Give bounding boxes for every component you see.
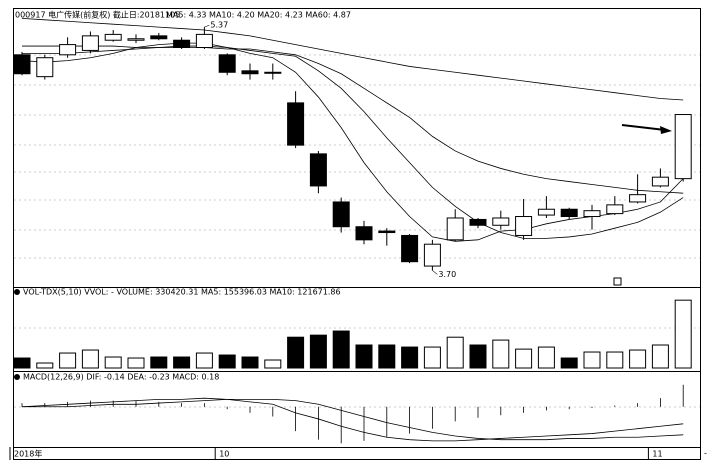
- candle-body: [218, 54, 236, 73]
- price-grid: [14, 54, 700, 408]
- volume-bar: [173, 356, 191, 369]
- volume-bar: [59, 352, 77, 369]
- candle-body: [173, 39, 191, 49]
- candle-body: [583, 210, 601, 218]
- candle-body: [606, 204, 624, 215]
- volume-bar: [309, 334, 327, 369]
- arrow: [621, 124, 672, 134]
- annotation-leader: [204, 24, 210, 28]
- candle-body: [629, 194, 647, 203]
- volume-bar: [446, 336, 464, 369]
- candle-body: [195, 33, 213, 49]
- volume-bar: [264, 359, 282, 369]
- volume-bar: [651, 344, 669, 369]
- candle-body: [401, 234, 419, 263]
- candle-body: [332, 201, 350, 228]
- volume-title: VOL-TDX(5,10) VVOL: - VOLUME: 330420.31 …: [23, 288, 341, 297]
- scroll-mark: -: [704, 449, 707, 458]
- annotation: 5.37: [210, 21, 228, 30]
- annotation-leader: [432, 270, 438, 275]
- candle-body: [309, 153, 327, 187]
- x-tick-label: 10: [219, 450, 229, 459]
- line: [22, 45, 684, 194]
- volume-bar: [674, 299, 692, 369]
- volume-bar: [36, 362, 54, 369]
- candle-body: [355, 226, 373, 241]
- volume-bar: [150, 356, 168, 369]
- volume-bar: [195, 352, 213, 369]
- annotation: 3.70: [438, 270, 456, 279]
- candle-body: [104, 33, 122, 41]
- volume-bar: [241, 356, 259, 369]
- x-tick-label: 11: [652, 450, 662, 459]
- ma-values: MA5: 4.33 MA10: 4.20 MA20: 4.23 MA60: 4.…: [166, 11, 351, 20]
- candle-body: [13, 54, 31, 75]
- volume-bar: [423, 346, 441, 369]
- volume-bar: [515, 348, 533, 369]
- candle-body: [515, 216, 533, 236]
- volume-bar: [492, 339, 510, 369]
- volume-bar: [287, 336, 305, 369]
- icon: [14, 289, 20, 295]
- icon: [613, 277, 622, 286]
- volume-bar: [104, 356, 122, 369]
- frame: [13, 8, 701, 460]
- volume-bar: [355, 344, 373, 369]
- icon: [14, 374, 20, 380]
- macd-title: MACD(12,26,9) DIF: -0.14 DEA: -0.23 MACD…: [23, 373, 219, 382]
- candle-body: [560, 208, 578, 218]
- candle-body: [150, 35, 168, 40]
- volume-bar: [537, 346, 555, 369]
- candle-body: [59, 44, 77, 56]
- volume-bar: [13, 357, 31, 369]
- candle-body: [241, 70, 259, 75]
- line: [21, 17, 684, 101]
- x-tick-label: 2018年: [14, 449, 42, 459]
- candle-body: [264, 71, 282, 74]
- candle-body: [492, 217, 510, 226]
- volume-bar: [401, 346, 419, 369]
- volume-bar: [629, 349, 647, 369]
- candle-body: [287, 102, 305, 146]
- volume-bar: [332, 330, 350, 369]
- chart-title: 000917 电广传媒(前复权) 截止日:20181105: [15, 10, 180, 20]
- volume-bar: [378, 344, 396, 369]
- volume-bar: [583, 351, 601, 369]
- line: [22, 399, 684, 441]
- candle-body: [81, 35, 99, 51]
- candle-body: [446, 217, 464, 241]
- candle-body: [674, 114, 692, 180]
- candle-body: [537, 208, 555, 216]
- candle-body: [127, 38, 145, 41]
- volume-bar: [81, 349, 99, 369]
- candle-body: [469, 218, 487, 226]
- line: [21, 42, 684, 242]
- volume-bar: [127, 357, 145, 369]
- candle-body: [36, 57, 54, 78]
- volume-bar: [218, 354, 236, 369]
- candle-body: [651, 176, 669, 187]
- line: [21, 397, 684, 442]
- volume-bar: [560, 357, 578, 369]
- candle-body: [423, 243, 441, 267]
- volume-bar: [606, 351, 624, 369]
- candle-body: [378, 230, 396, 234]
- volume-bar: [469, 344, 487, 369]
- line: [22, 45, 684, 239]
